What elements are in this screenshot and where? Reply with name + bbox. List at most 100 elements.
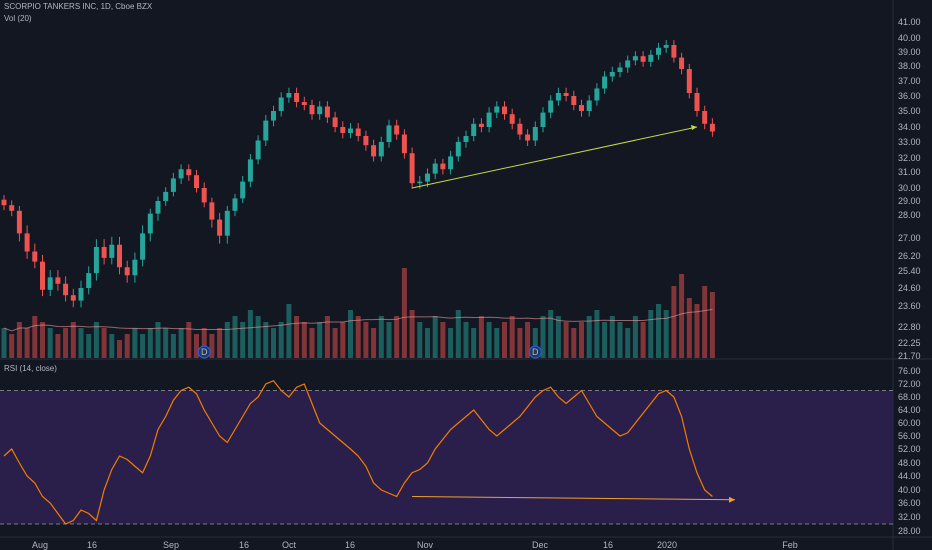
volume-bar (471, 328, 477, 358)
volume-bar (232, 316, 238, 358)
candle-body (55, 277, 61, 284)
volume-bar (486, 322, 492, 358)
volume-bar (170, 334, 176, 358)
candle-body (478, 123, 484, 127)
volume-bar (579, 322, 584, 358)
candle-body (517, 123, 523, 135)
volume-bar (394, 316, 400, 358)
candle-body (586, 100, 592, 111)
volume-bar (555, 316, 561, 358)
volume-bar (286, 304, 292, 358)
volume-bar (632, 316, 638, 358)
volume-bar (263, 322, 269, 358)
candle-body (286, 93, 292, 98)
candle-body (224, 210, 230, 236)
candle-body (140, 233, 146, 260)
volume-bar (93, 322, 99, 358)
volume-bar (163, 328, 169, 358)
dividend-marker-label: D (201, 347, 208, 357)
price-tick-label: 27.00 (898, 233, 921, 243)
rsi-tick-label: 48.00 (898, 458, 921, 468)
rsi-tick-label: 68.00 (898, 392, 921, 402)
volume-bar (309, 328, 315, 358)
volume-bar (101, 328, 107, 358)
candle-body (363, 136, 369, 146)
volume-bar (625, 328, 631, 358)
candle-body (563, 93, 569, 96)
price-tick-label: 37.00 (898, 76, 921, 86)
volume-bar (155, 322, 161, 358)
price-tick-label: 38.00 (898, 61, 921, 71)
volume-bar (301, 322, 307, 358)
candle-body (163, 191, 169, 201)
dividend-marker-label: D (532, 347, 539, 357)
volume-bar (455, 310, 461, 358)
candle-body (702, 111, 708, 124)
candle-body (448, 156, 454, 170)
candle-body (602, 76, 608, 89)
volume-ma-line (3, 308, 713, 332)
volume-bar (609, 316, 615, 358)
volume-bar (348, 310, 353, 358)
volume-bar (78, 328, 84, 358)
candle-body (440, 163, 446, 170)
volume-bar (478, 316, 484, 358)
time-tick-label: 16 (87, 540, 97, 550)
rsi-tick-label: 44.00 (898, 471, 921, 481)
candle-body (24, 233, 30, 252)
candle-body (16, 210, 22, 234)
candle-body (201, 188, 207, 203)
volume-bar (209, 334, 215, 358)
chart-title: SCORPIO TANKERS INC, 1D, Cboe BZX (4, 2, 153, 11)
volume-bar (55, 334, 61, 358)
rsi-tick-label: 76.00 (898, 366, 921, 376)
candle-body (301, 102, 307, 105)
candle-body (294, 93, 300, 102)
candle-body (101, 247, 107, 258)
volume-bar (201, 328, 207, 358)
candle-body (63, 283, 69, 296)
volume-bar (294, 316, 300, 358)
candle-body (525, 134, 531, 141)
volume-bar (217, 328, 223, 358)
time-tick-label: 2020 (657, 540, 677, 550)
volume-bar (594, 310, 600, 358)
volume-bar (255, 316, 261, 358)
price-tick-label: 35.00 (898, 106, 921, 116)
time-tick-label: Feb (782, 540, 798, 550)
time-tick-label: 16 (345, 540, 355, 550)
volume-bar (463, 322, 469, 358)
volume-bar (386, 322, 392, 358)
price-tick-label: 40.00 (898, 33, 921, 43)
candle-body (32, 251, 38, 262)
candle-body (463, 136, 469, 142)
candle-body (309, 105, 315, 115)
volume-bar (224, 322, 230, 358)
candle-body (671, 45, 677, 58)
volume-indicator-label: Vol (20) (4, 14, 32, 23)
volume-bar (1, 328, 7, 358)
candle-body (378, 142, 384, 157)
volume-bar (178, 328, 184, 358)
price-tick-label: 25.40 (898, 266, 921, 276)
candle-body (640, 56, 646, 62)
price-tick-label: 31.00 (898, 167, 921, 177)
candle-body (455, 142, 461, 157)
volume-bar (271, 328, 276, 358)
candle-body (93, 247, 99, 274)
volume-bar (247, 310, 253, 358)
time-tick-label: Sep (163, 540, 179, 550)
volume-bar (525, 322, 531, 358)
volume-bar (517, 328, 523, 358)
price-trendline-arrow (691, 125, 697, 130)
rsi-tick-label: 36.00 (898, 498, 921, 508)
rsi-indicator-label: RSI (14, close) (4, 364, 57, 373)
candle-body (579, 105, 584, 111)
candle-body (486, 112, 492, 127)
volume-bar (132, 328, 138, 358)
candle-body (509, 114, 515, 124)
volume-bar (548, 310, 554, 358)
volume-bar (16, 322, 22, 358)
candle-body (340, 127, 346, 133)
